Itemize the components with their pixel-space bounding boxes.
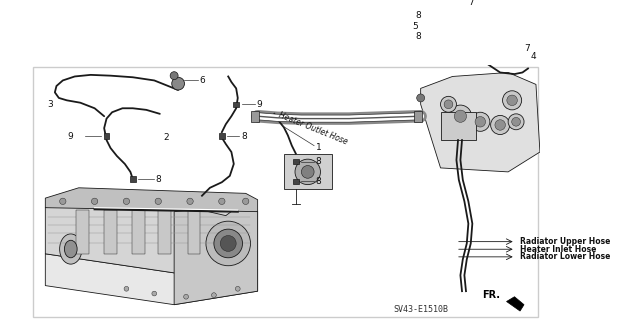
- Circle shape: [507, 95, 517, 106]
- Circle shape: [491, 115, 509, 135]
- Circle shape: [187, 198, 193, 204]
- Text: Heater Outlet Hose: Heater Outlet Hose: [278, 110, 349, 146]
- Circle shape: [155, 198, 161, 204]
- Circle shape: [236, 286, 240, 291]
- Text: 8: 8: [316, 157, 321, 166]
- Circle shape: [440, 96, 456, 112]
- Text: 9: 9: [67, 132, 73, 141]
- Bar: [234, 101, 239, 107]
- Circle shape: [184, 294, 188, 299]
- Circle shape: [449, 105, 472, 127]
- Text: 6: 6: [200, 76, 205, 85]
- Bar: [455, 12, 461, 18]
- Text: 3: 3: [47, 100, 53, 109]
- Circle shape: [220, 235, 236, 251]
- Text: 9: 9: [257, 100, 262, 109]
- Circle shape: [170, 72, 178, 80]
- Ellipse shape: [65, 240, 77, 258]
- Text: 7: 7: [468, 0, 474, 7]
- Bar: [104, 133, 109, 139]
- Text: 8: 8: [415, 11, 420, 20]
- Bar: [455, 34, 461, 40]
- Text: 8: 8: [415, 32, 420, 41]
- Bar: [76, 210, 89, 254]
- Circle shape: [124, 198, 130, 204]
- Text: Radiator Lower Hose: Radiator Lower Hose: [520, 252, 610, 261]
- Circle shape: [508, 114, 524, 130]
- Bar: [104, 210, 117, 254]
- Polygon shape: [174, 204, 258, 305]
- Bar: [158, 210, 171, 254]
- Bar: [414, 111, 422, 122]
- Circle shape: [417, 94, 424, 102]
- Text: FR.: FR.: [482, 290, 500, 300]
- Polygon shape: [506, 297, 524, 311]
- Circle shape: [295, 159, 321, 185]
- Circle shape: [211, 293, 216, 298]
- Circle shape: [301, 166, 314, 178]
- Text: 5: 5: [413, 22, 419, 31]
- Circle shape: [471, 112, 490, 131]
- Text: 8: 8: [156, 174, 162, 183]
- Bar: [499, 46, 504, 51]
- Bar: [444, 0, 449, 5]
- Text: 8: 8: [316, 177, 321, 186]
- Ellipse shape: [60, 234, 82, 264]
- Bar: [188, 210, 200, 254]
- Circle shape: [92, 198, 98, 204]
- Circle shape: [214, 229, 243, 258]
- Bar: [252, 111, 259, 122]
- Polygon shape: [45, 193, 258, 273]
- Circle shape: [206, 221, 250, 266]
- Bar: [130, 176, 136, 182]
- Circle shape: [502, 91, 522, 110]
- Text: SV43-E1510B: SV43-E1510B: [393, 305, 448, 314]
- Bar: [293, 159, 299, 164]
- Circle shape: [475, 116, 486, 127]
- Polygon shape: [45, 188, 258, 211]
- Circle shape: [243, 198, 249, 204]
- Bar: [293, 179, 299, 184]
- Circle shape: [219, 198, 225, 204]
- Text: 8: 8: [241, 132, 246, 141]
- Text: 7: 7: [524, 44, 530, 53]
- Circle shape: [152, 291, 157, 296]
- Circle shape: [454, 110, 467, 122]
- Text: 1: 1: [316, 143, 321, 152]
- Polygon shape: [45, 254, 258, 305]
- Text: 2: 2: [164, 133, 170, 142]
- Circle shape: [444, 100, 453, 109]
- Circle shape: [60, 198, 66, 204]
- Circle shape: [124, 286, 129, 291]
- Bar: [132, 210, 145, 254]
- Circle shape: [512, 117, 520, 126]
- Text: Heater Inlet Hose: Heater Inlet Hose: [520, 245, 596, 254]
- Text: Radiator Upper Hose: Radiator Upper Hose: [520, 237, 610, 246]
- Bar: [284, 153, 332, 189]
- Bar: [440, 112, 476, 140]
- Text: 4: 4: [531, 52, 536, 61]
- Polygon shape: [420, 72, 540, 172]
- Circle shape: [172, 77, 184, 90]
- Circle shape: [495, 120, 506, 130]
- Bar: [219, 133, 225, 139]
